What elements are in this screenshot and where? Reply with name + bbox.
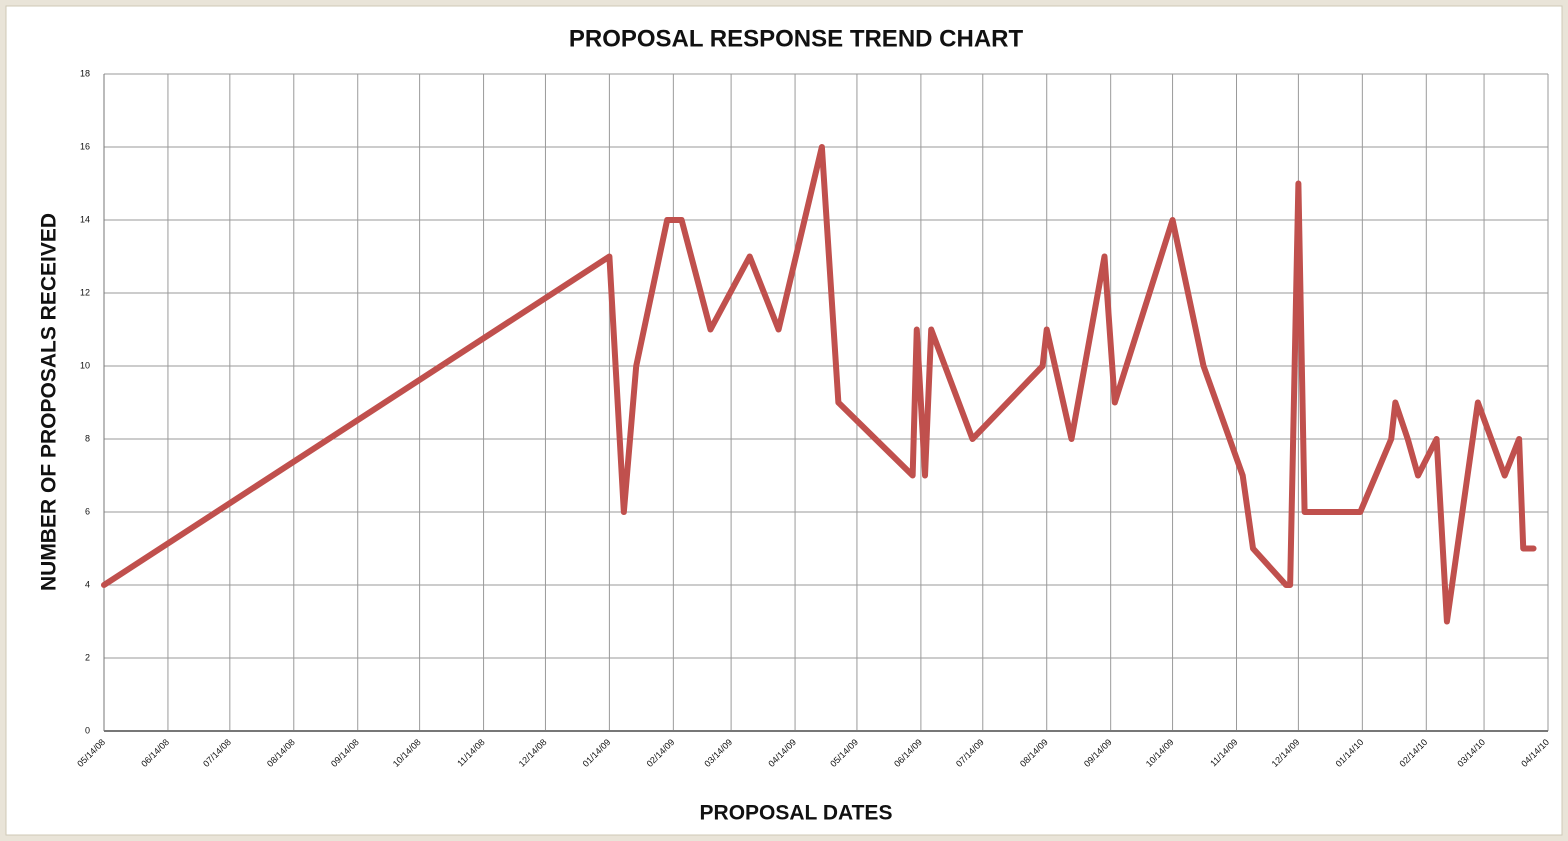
y-tick-label: 12 [80, 287, 90, 297]
y-tick-label: 16 [80, 141, 90, 151]
y-tick-label: 10 [80, 360, 90, 370]
y-tick-label: 2 [85, 652, 90, 662]
y-tick-label: 0 [85, 725, 90, 735]
y-tick-label: 18 [80, 68, 90, 78]
y-axis-label: NUMBER OF PROPOSALS RECEIVED [38, 213, 61, 591]
data-line [101, 144, 1537, 625]
y-tick-label: 6 [85, 506, 90, 516]
chart-title: PROPOSAL RESPONSE TREND CHART [569, 25, 1024, 52]
chart-area [5, 5, 1563, 836]
y-tick-label: 4 [85, 579, 90, 589]
x-axis-label: PROPOSAL DATES [700, 802, 893, 825]
y-tick-label: 14 [80, 214, 90, 224]
y-tick-label: 8 [85, 433, 90, 443]
